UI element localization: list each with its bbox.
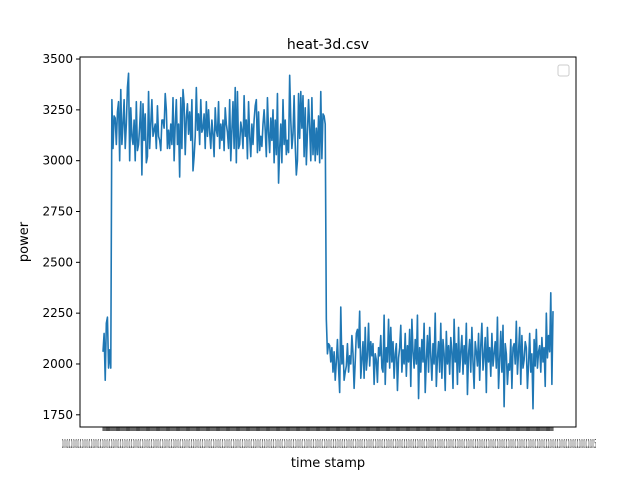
x-axis-label: time stamp [291, 456, 365, 471]
y-tick-label: 1750 [42, 408, 73, 422]
chart-title: heat-3d.csv [287, 37, 369, 53]
y-tick-label: 3500 [42, 52, 73, 66]
x-tick-labels: 0.0.0.0.0.0.0.0.0.0.0.0.0.0.0.0.0.0.0.0.… [62, 437, 596, 451]
y-tick-label: 3000 [42, 154, 73, 168]
series-line-power [102, 72, 554, 410]
y-axis-ticks: 1750 2000 2250 2500 2750 3000 3250 3500 [42, 52, 80, 422]
y-tick-label: 2250 [42, 306, 73, 320]
plot-frame [79, 56, 577, 428]
y-tick-label: 2500 [42, 255, 73, 269]
series-layer [102, 72, 554, 410]
y-tick-label: 3250 [42, 103, 73, 117]
y-axis-label: power [17, 221, 32, 262]
legend-box [557, 64, 570, 77]
y-tick-label: 2750 [42, 205, 73, 219]
y-tick-label: 2000 [42, 357, 73, 371]
x-axis-ticks [102, 427, 554, 431]
